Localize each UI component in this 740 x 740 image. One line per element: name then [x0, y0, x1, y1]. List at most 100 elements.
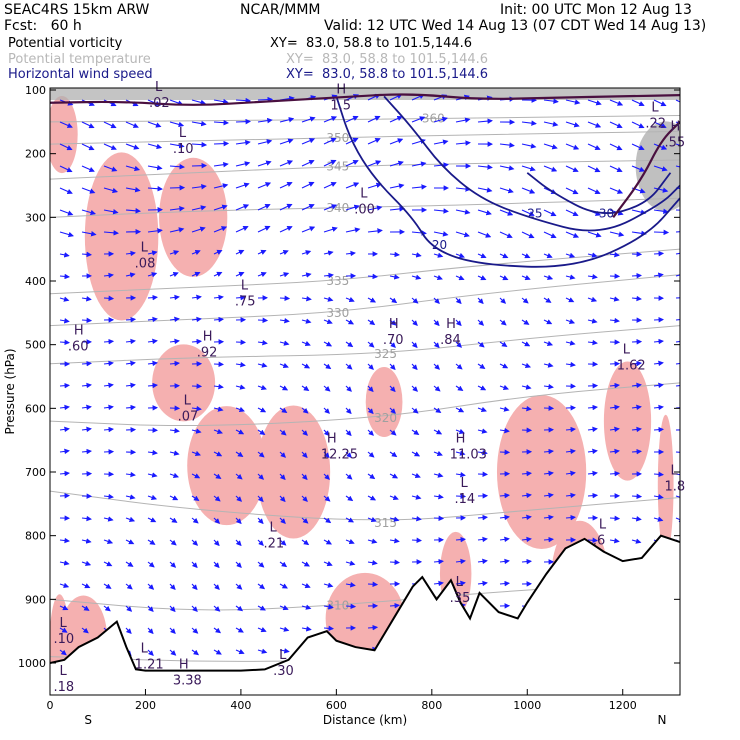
wind-vector: [521, 165, 536, 172]
wind-vector: [609, 99, 624, 106]
wind-vector: [191, 627, 199, 634]
wind-vector: [675, 362, 680, 365]
hl-type: L: [460, 476, 468, 491]
hl-marker: H12.25: [321, 432, 358, 463]
wind-vector: [213, 649, 222, 655]
wind-vector: [301, 226, 316, 233]
wind-vector: [301, 539, 310, 546]
wind-vector: [411, 184, 427, 190]
wind-vector: [543, 274, 554, 280]
wind-vector: [257, 160, 272, 167]
hl-value: .10: [54, 632, 75, 647]
wind-vector: [191, 583, 198, 591]
wind-vector: [213, 140, 230, 147]
wind-vector: [477, 558, 488, 565]
hl-value: .07: [178, 409, 199, 424]
terrain: [50, 534, 680, 695]
wind-vector: [433, 472, 444, 478]
hl-value: .92: [197, 346, 218, 361]
hl-value: .08: [135, 257, 156, 272]
wind-vector: [499, 231, 513, 239]
wind-vector: [367, 429, 374, 436]
wind-vector: [499, 341, 508, 347]
wind-vector: [235, 406, 245, 413]
wind-vector: [213, 517, 221, 524]
hl-type: H: [327, 432, 337, 447]
wind-vector: [653, 229, 670, 236]
wind-vector: [433, 297, 440, 304]
wind-vector: [411, 341, 418, 349]
wind-vector: [279, 203, 293, 211]
wind-vector: [235, 473, 243, 480]
hl-type: L: [60, 616, 68, 631]
wind-vector: [213, 583, 220, 590]
wind-vector: [323, 181, 337, 189]
wind-vector: [631, 493, 643, 500]
wind-vector: [455, 209, 471, 215]
wind-vector: [125, 516, 136, 522]
wind-vector: [345, 538, 355, 545]
wind-vector: [125, 272, 136, 278]
wind-vector: [301, 561, 310, 567]
wind-vector: [477, 187, 493, 193]
wind-vector: [235, 627, 244, 633]
wind-vector: [279, 648, 290, 654]
wind-vector: [389, 206, 405, 212]
wind-vector: [103, 426, 115, 433]
wind-vector: [543, 143, 558, 150]
wind-vector: [609, 426, 620, 433]
wind-vector: [521, 341, 531, 347]
wind-vector: [323, 363, 332, 370]
wind-vector: [653, 208, 669, 215]
wind-speed-contour: [383, 95, 680, 232]
y-tick-label: 200: [25, 148, 46, 161]
wind-vector: [257, 339, 268, 346]
wind-vector: [125, 583, 133, 590]
wind-vector: [499, 187, 514, 194]
wind-vector: [455, 428, 465, 435]
wind-vector: [279, 539, 287, 546]
wind-vector: [455, 385, 464, 392]
wind-vector: [433, 162, 449, 168]
wind-vector: [147, 294, 159, 301]
wind-vector: [609, 317, 620, 324]
wind-vector: [565, 318, 576, 324]
wind-vector: [59, 339, 71, 346]
wind-vector: [367, 581, 379, 588]
wind-vector: [543, 121, 559, 127]
wind-vector: [455, 558, 466, 565]
wind-vector: [499, 297, 507, 304]
wind-vector: [59, 382, 71, 389]
wind-vector: [81, 187, 96, 194]
wind-vector: [389, 429, 397, 436]
wind-vector: [411, 494, 422, 500]
wind-vector: [301, 318, 312, 324]
wind-vector: [103, 538, 114, 544]
wind-vector: [323, 272, 334, 279]
wind-vector: [433, 493, 444, 500]
wind-vector: [81, 448, 93, 455]
wind-vector: [59, 560, 70, 566]
wind-vector: [477, 341, 485, 348]
wind-vector: [257, 648, 268, 654]
hl-type: H: [179, 658, 189, 673]
hl-marker: L.10: [173, 126, 194, 157]
y-tick-label: 1000: [18, 657, 46, 670]
wind-vector: [191, 99, 207, 106]
wind-vector: [389, 297, 398, 304]
wind-vector: [103, 272, 114, 279]
wind-vector: [81, 515, 92, 522]
wind-vector: [169, 450, 180, 456]
wind-vector: [389, 537, 400, 544]
wind-vector: [235, 583, 243, 590]
wind-vector: [675, 272, 680, 278]
wind-vector: [499, 275, 509, 281]
wind-vector: [301, 363, 311, 369]
wind-vector: [433, 208, 449, 214]
hl-marker: H1.5: [330, 83, 351, 114]
wind-vector: [323, 296, 334, 302]
wind-vector: [213, 428, 223, 435]
wind-vector: [609, 121, 623, 129]
wind-vector: [59, 426, 70, 433]
wind-vector: [279, 249, 289, 256]
